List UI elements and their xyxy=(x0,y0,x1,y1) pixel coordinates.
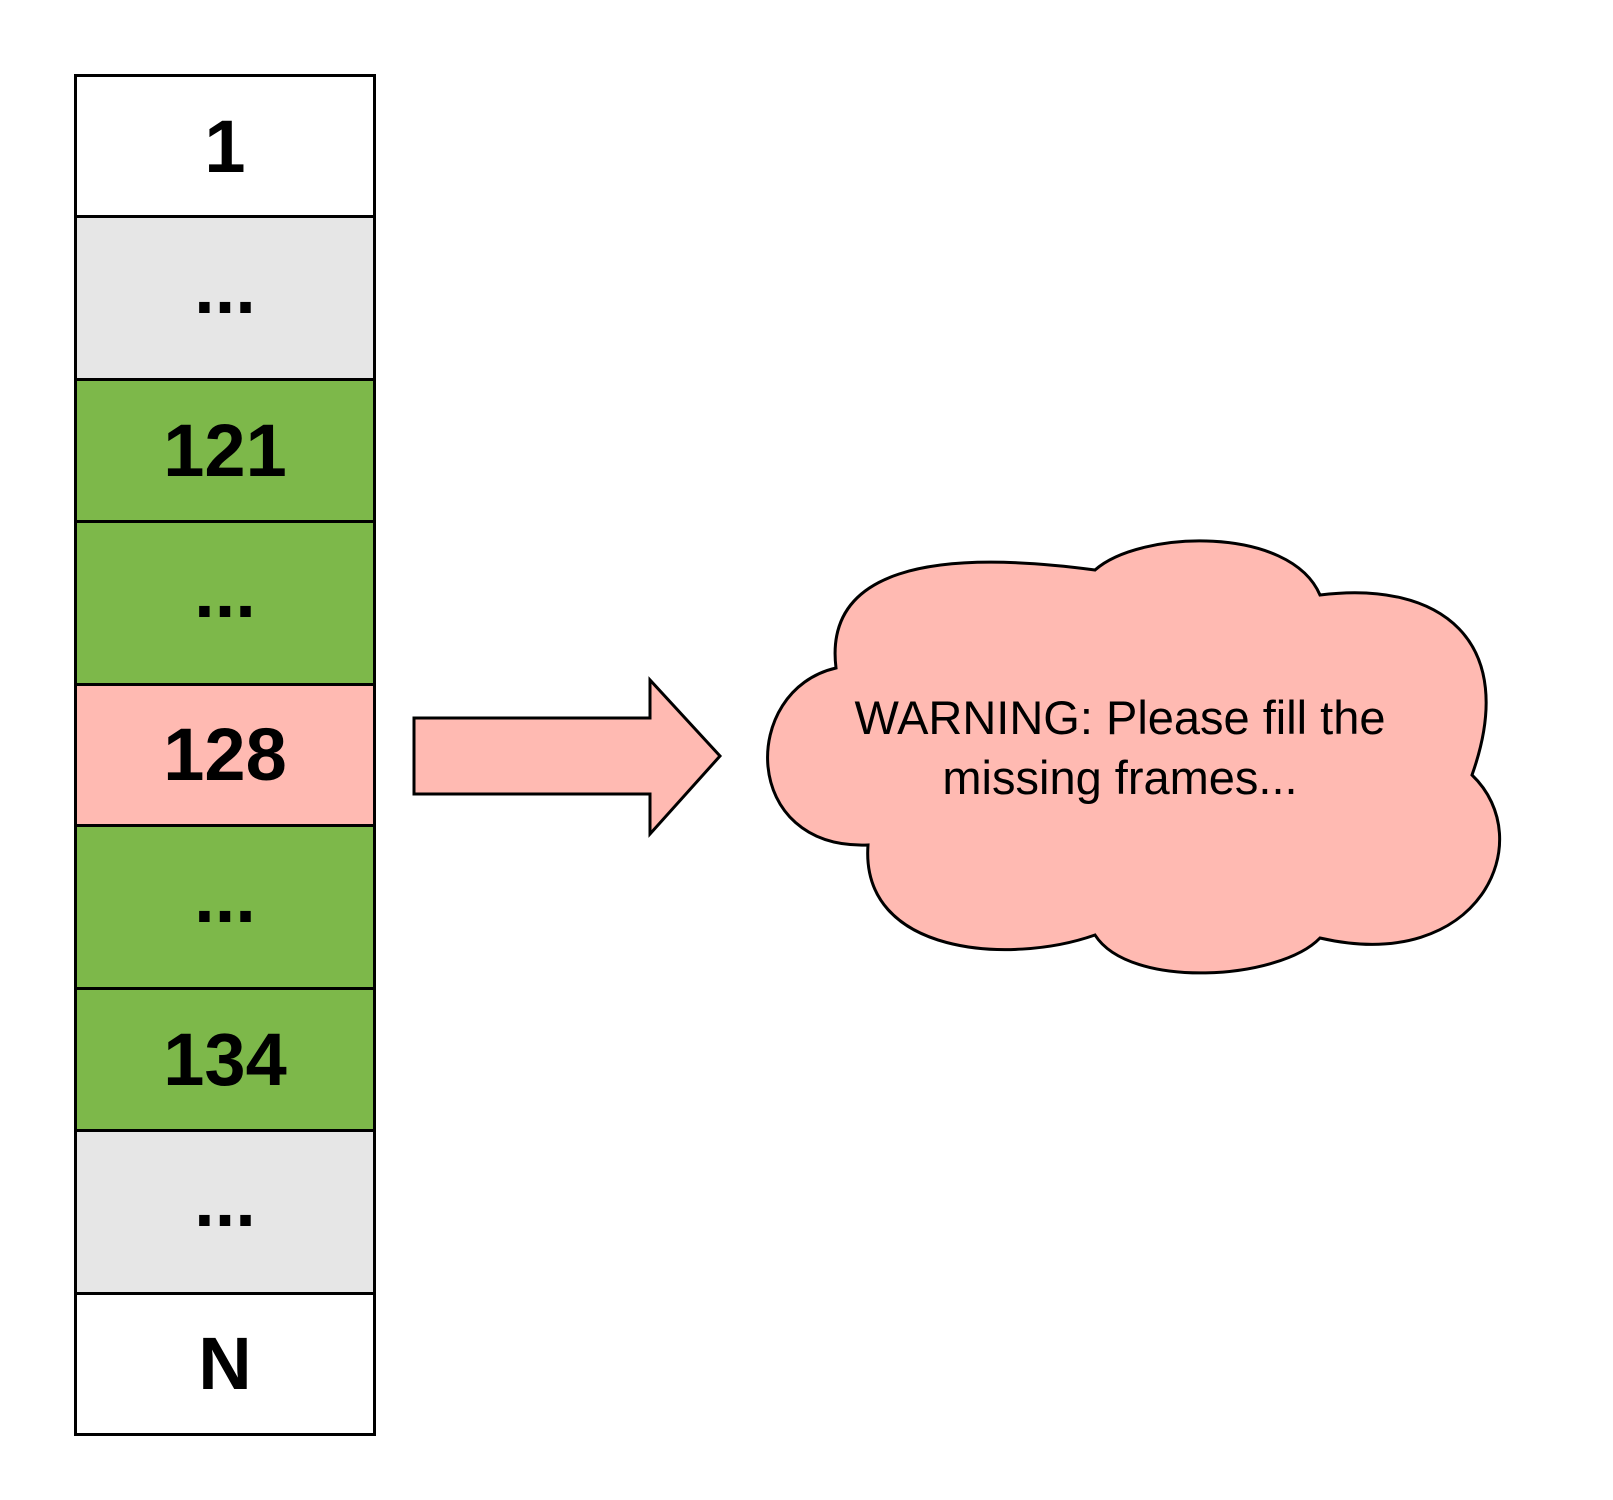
frame-cell-n: N xyxy=(77,1291,373,1433)
arrow-icon xyxy=(412,676,723,838)
frame-stack: 1 ... 121 ... 128 ... 134 ... N xyxy=(74,74,376,1436)
frame-cell-128: 128 xyxy=(77,682,373,825)
frame-cell-ellipsis-3: ... xyxy=(77,824,373,988)
frame-cell-ellipsis-4: ... xyxy=(77,1128,373,1292)
frame-cell-134: 134 xyxy=(77,987,373,1129)
frame-cell-1: 1 xyxy=(77,77,373,216)
frame-cell-ellipsis-1: ... xyxy=(77,215,373,379)
warning-message: WARNING: Please fill the missing frames.… xyxy=(854,691,1386,804)
frame-cell-ellipsis-2: ... xyxy=(77,519,373,683)
warning-cloud-icon xyxy=(766,539,1502,975)
frame-cell-121: 121 xyxy=(77,378,373,520)
